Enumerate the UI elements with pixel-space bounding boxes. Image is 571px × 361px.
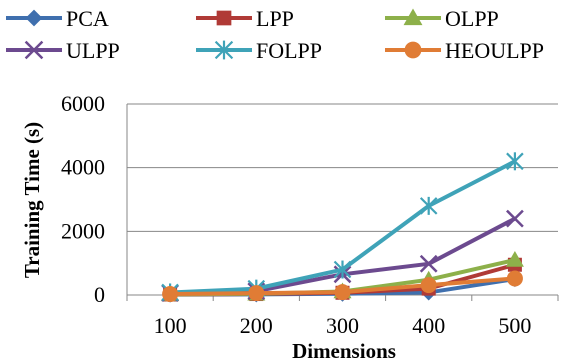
legend-label: OLPP: [445, 6, 499, 31]
data-point: [248, 285, 265, 302]
legend-label: PCA: [66, 6, 109, 31]
x-axis-title: Dimensions: [292, 339, 396, 361]
legend-label: LPP: [256, 6, 294, 31]
legend: PCA LPP OLPP ULPP FOLPP HEOULPP: [6, 6, 544, 63]
y-tick-label: 6000: [61, 91, 105, 116]
gridlines: [127, 103, 558, 232]
legend-label: ULPP: [66, 38, 120, 63]
x-tick-label: 400: [412, 313, 445, 338]
x-tick-label: 200: [240, 313, 273, 338]
data-point: [420, 277, 437, 294]
y-tick-labels: 0 2000 4000 6000: [61, 91, 105, 307]
legend-entry: OLPP: [385, 6, 499, 31]
legend-entry: FOLPP: [196, 38, 322, 63]
data-point: [334, 284, 351, 301]
x-tick-label: 500: [498, 313, 531, 338]
square-marker: [216, 10, 232, 26]
star-marker: [214, 40, 234, 60]
legend-label: HEOULPP: [445, 38, 544, 63]
data-point: [506, 270, 523, 287]
data-point: [419, 254, 438, 273]
x-marker: [24, 40, 44, 60]
y-axis-title: Training Time (s): [20, 122, 44, 278]
data-point: [162, 286, 179, 303]
x-tick-label: 300: [326, 313, 359, 338]
legend-entry: HEOULPP: [385, 38, 544, 63]
data-point: [419, 196, 438, 215]
data-point: [506, 209, 524, 228]
data-point: [506, 152, 524, 171]
legend-entry: LPP: [196, 6, 294, 31]
x-tick-label: 100: [154, 313, 187, 338]
diamond-marker: [25, 9, 43, 27]
series-heoulpp: [162, 270, 523, 303]
legend-entry: ULPP: [6, 38, 120, 63]
data-point: [333, 260, 352, 279]
legend-label: FOLPP: [256, 38, 322, 63]
x-tick-labels: 100 200 300 400 500: [154, 313, 532, 338]
legend-entry: PCA: [6, 6, 109, 31]
circle-marker: [404, 41, 422, 59]
triangle-marker: [403, 8, 423, 26]
y-tick-label: 0: [94, 282, 105, 307]
y-tick-label: 4000: [61, 155, 105, 180]
y-tick-label: 2000: [61, 218, 105, 243]
series-lines: [161, 152, 524, 303]
data-point: [505, 250, 524, 267]
